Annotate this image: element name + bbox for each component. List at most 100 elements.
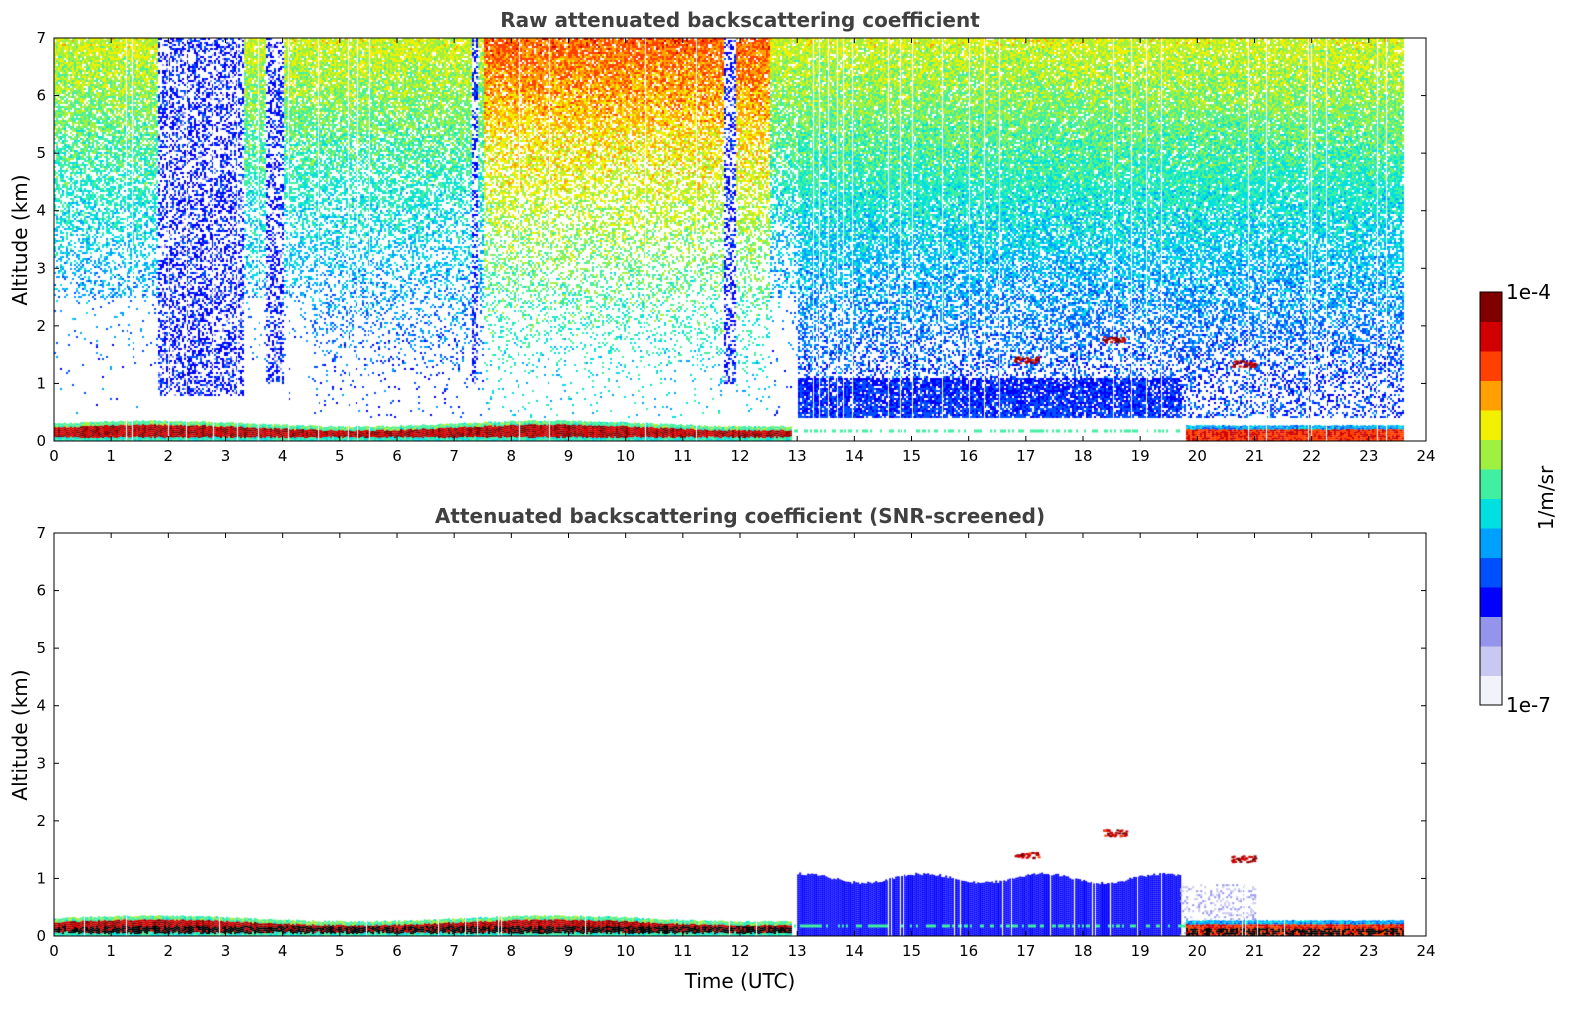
x-tick-label: 14 [845,942,864,960]
x-tick-label: 6 [392,447,402,465]
y-tick-label: 2 [36,317,46,335]
x-tick-label: 10 [616,447,635,465]
x-tick-label: 0 [49,447,59,465]
y-axis-label-screened: Altitude (km) [8,669,32,800]
colorbar: 1e-4 1e-7 1/m/sr [1479,280,1558,717]
x-tick-label: 11 [673,942,692,960]
colorbar-segment [1480,557,1502,588]
x-tick-label: 15 [902,942,921,960]
x-tick-label: 13 [788,447,807,465]
colorbar-frame [1479,291,1503,706]
x-tick-label: 9 [564,942,574,960]
x-tick-label: 8 [507,942,517,960]
y-tick-label: 0 [36,927,46,945]
x-tick-label: 13 [788,942,807,960]
colorbar-segment [1480,380,1502,411]
y-tick-label: 6 [36,87,46,105]
x-tick-label: 3 [221,942,231,960]
y-tick-label: 1 [36,869,46,887]
y-tick-label: 2 [36,812,46,830]
y-tick-label: 5 [36,639,46,657]
x-tick-label: 9 [564,447,574,465]
colorbar-segment [1480,410,1502,440]
x-tick-label: 1 [106,447,116,465]
y-tick-label: 7 [36,29,46,47]
panel-raw: Raw attenuated backscattering coefficien… [8,8,1436,465]
x-tick-label: 19 [1131,942,1150,960]
x-tick-label: 5 [335,447,345,465]
x-tick-label: 18 [1073,447,1092,465]
colorbar-segment [1480,351,1502,381]
x-tick-label: 12 [730,942,749,960]
x-tick-label: 23 [1359,942,1378,960]
panel-screened: Attenuated backscattering coefficient (S… [8,504,1436,993]
x-tick-label: 19 [1131,447,1150,465]
x-tick-label: 22 [1302,942,1321,960]
y-axis-screened: 0 1 2 3 4 5 6 7 [36,524,1426,945]
x-tick-label: 24 [1416,447,1435,465]
x-tick-label: 14 [845,447,864,465]
y-tick-label: 0 [36,432,46,450]
colorbar-segment [1480,587,1502,617]
x-tick-label: 0 [49,942,59,960]
x-tick-label: 1 [106,942,116,960]
heatmap-image [54,533,1426,936]
heatmap-image [54,38,1426,441]
x-tick-label: 21 [1245,942,1264,960]
colorbar-segment [1480,292,1502,322]
panel-title-raw: Raw attenuated backscattering coefficien… [500,8,980,32]
x-tick-label: 17 [1016,942,1035,960]
colorbar-segment [1480,616,1502,647]
y-tick-label: 4 [36,202,46,220]
colorbar-unit-label: 1/m/sr [1534,465,1558,530]
x-tick-label: 7 [449,447,459,465]
panel-title-screened: Attenuated backscattering coefficient (S… [435,504,1045,528]
x-tick-label: 4 [278,447,288,465]
y-tick-label: 3 [36,754,46,772]
x-tick-label: 24 [1416,942,1435,960]
x-tick-label: 21 [1245,447,1264,465]
y-tick-label: 1 [36,374,46,392]
x-tick-label: 20 [1188,942,1207,960]
y-tick-label: 6 [36,582,46,600]
x-axis-screened: 0 1 2 3 4 5 6 7 8 9 10 11 12 13 14 15 16 17 18 19 20 21 22 23 24 [49,533,1436,960]
heatmap-screened [54,533,1426,936]
x-tick-label: 7 [449,942,459,960]
y-axis-raw: 0 1 2 3 4 5 6 7 [36,29,1426,450]
x-tick-label: 20 [1188,447,1207,465]
colorbar-segment [1480,646,1502,676]
x-tick-label: 10 [616,942,635,960]
y-axis-label-raw: Altitude (km) [8,174,32,305]
x-tick-label: 22 [1302,447,1321,465]
x-axis-raw: 0 1 2 3 4 5 6 7 8 9 10 11 12 13 14 15 16 17 18 19 20 21 22 23 24 [49,38,1436,465]
x-tick-label: 3 [221,447,231,465]
colorbar-gradient [1480,292,1502,706]
x-tick-label: 16 [959,942,978,960]
x-tick-label: 2 [164,942,174,960]
colorbar-segment [1480,469,1502,499]
heatmap-raw [54,38,1426,441]
x-tick-label: 4 [278,942,288,960]
x-tick-label: 12 [730,447,749,465]
x-tick-label: 6 [392,942,402,960]
colorbar-segment [1480,498,1502,529]
x-tick-label: 5 [335,942,345,960]
y-tick-label: 5 [36,144,46,162]
y-tick-label: 3 [36,259,46,277]
x-tick-label: 11 [673,447,692,465]
x-tick-label: 8 [507,447,517,465]
colorbar-segment [1480,675,1502,706]
x-tick-label: 18 [1073,942,1092,960]
x-tick-label: 23 [1359,447,1378,465]
y-tick-label: 4 [36,697,46,715]
x-tick-label: 16 [959,447,978,465]
x-tick-label: 17 [1016,447,1035,465]
colorbar-segment [1480,321,1502,352]
colorbar-segment [1480,528,1502,558]
colorbar-segment [1480,439,1502,470]
colorbar-min-label: 1e-7 [1506,693,1551,717]
x-axis-label: Time (UTC) [684,969,796,993]
x-tick-label: 2 [164,447,174,465]
y-tick-label: 7 [36,524,46,542]
